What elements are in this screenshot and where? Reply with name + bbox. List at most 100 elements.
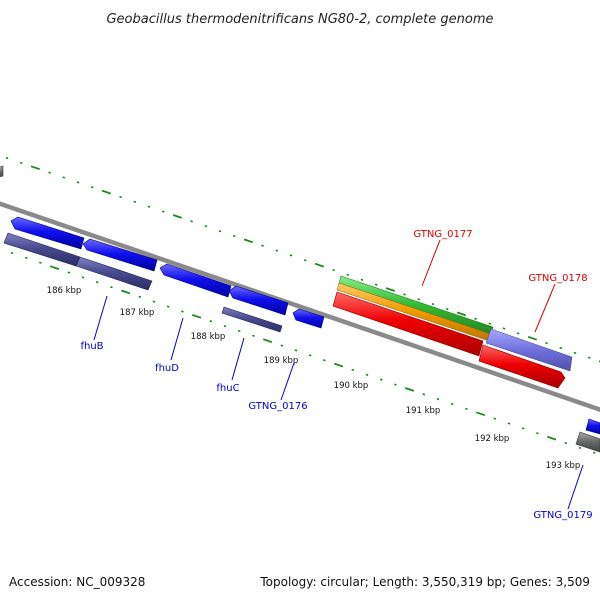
ruler-outer-major-tick xyxy=(30,165,40,171)
gene-feature-blue-4[interactable] xyxy=(228,285,289,316)
gene-label-fhuB[interactable]: fhuB xyxy=(80,341,103,352)
gene-label-fhuD[interactable]: fhuD xyxy=(155,363,179,374)
features-reverse xyxy=(3,232,600,453)
ruler-outer-minor-tick xyxy=(374,283,378,286)
ruler-inner-minor-tick xyxy=(592,451,596,454)
ruler-outer-minor-tick xyxy=(545,341,548,345)
ruler-outer-minor-tick xyxy=(303,259,307,262)
gene-label-GTNG_0178[interactable]: GTNG_0178 xyxy=(528,273,587,284)
ruler-inner-minor-tick xyxy=(308,354,312,357)
gene-feature-blue-1[interactable] xyxy=(10,216,85,250)
ruler-outer-minor-tick xyxy=(147,205,151,208)
ruler-inner-minor-tick xyxy=(450,402,454,406)
gene-labels: fhuB fhuD fhuC GTNG_0176 GTNG_0177 GTNG_… xyxy=(80,229,592,521)
ruler-inner-minor-tick xyxy=(237,329,241,333)
gene-feature-gray-1[interactable] xyxy=(575,431,600,453)
ruler-outer-minor-tick xyxy=(275,249,279,252)
ruler-inner-minor-tick xyxy=(536,432,539,435)
ruler-inner-minor-tick xyxy=(95,281,99,284)
gene-feature-violet[interactable] xyxy=(485,328,573,372)
ruler-inner-minor-tick xyxy=(223,324,227,328)
ruler-outer-minor-tick xyxy=(261,244,264,247)
genome-title: Geobacillus thermodenitrificans NG80-2, … xyxy=(106,12,493,27)
ruler-outer-minor-tick xyxy=(332,268,335,272)
gene-feature-slate-2[interactable] xyxy=(75,256,153,291)
ruler-inner-minor-tick xyxy=(351,368,355,372)
gene-feature-blue-2[interactable] xyxy=(82,238,158,272)
tick-label-190kbp: 190 kbp xyxy=(334,381,369,391)
leader-line-fhuB xyxy=(93,295,108,341)
ruler-outer-minor-tick xyxy=(559,346,563,350)
ruler-inner-major-tick xyxy=(121,289,131,295)
ruler-inner-minor-tick xyxy=(521,427,525,430)
gene-feature-slate-3[interactable] xyxy=(221,306,283,333)
ruler-inner-minor-tick xyxy=(394,383,397,386)
ruler-outer-major-tick xyxy=(243,238,253,244)
ruler-outer-minor-tick xyxy=(360,278,364,281)
genome-backbone xyxy=(0,201,600,412)
gene-feature-blue-5[interactable] xyxy=(292,308,325,329)
gene-feature-upstream-gray[interactable] xyxy=(0,165,4,178)
tick-label-186kbp: 186 kbp xyxy=(47,286,82,296)
ruler-outer-minor-tick xyxy=(5,156,9,160)
ruler-outer-minor-tick xyxy=(62,176,66,179)
ruler-inner-minor-tick xyxy=(166,305,170,308)
gene-label-GTNG_0179[interactable]: GTNG_0179 xyxy=(533,510,592,521)
ruler-inner-minor-tick xyxy=(507,422,511,425)
ruler-inner-minor-tick xyxy=(39,261,42,264)
ruler-outer-minor-tick xyxy=(90,186,94,189)
ruler-outer-major-tick xyxy=(101,189,111,195)
ruler-inner-minor-tick xyxy=(379,378,383,381)
ruler-outer-minor-tick xyxy=(417,298,421,301)
ruler-inner-major-tick xyxy=(334,362,344,368)
leader-line-GTNG_0178 xyxy=(534,283,556,333)
genome-summary-text: Topology: circular; Length: 3,550,319 bp… xyxy=(260,575,590,589)
ruler-inner xyxy=(10,251,596,454)
gene-label-GTNG_0176[interactable]: GTNG_0176 xyxy=(248,401,307,412)
ruler-inner-major-tick xyxy=(476,411,486,417)
tick-label-192kbp: 192 kbp xyxy=(475,434,510,444)
gene-label-GTNG_0177[interactable]: GTNG_0177 xyxy=(413,229,472,240)
tick-label-189kbp: 189 kbp xyxy=(264,356,299,366)
ruler-outer-minor-tick xyxy=(289,254,293,257)
tick-labels: 186 kbp 187 kbp 188 kbp 189 kbp 190 kbp … xyxy=(47,286,581,471)
ruler-outer-major-tick xyxy=(527,335,537,341)
ruler-outer xyxy=(5,156,600,363)
ruler-outer-minor-tick xyxy=(403,293,406,296)
ruler-inner-major-tick xyxy=(50,265,60,270)
leader-line-fhuD xyxy=(170,317,184,361)
gene-label-fhuC[interactable]: fhuC xyxy=(216,383,239,394)
ruler-inner-major-tick xyxy=(547,435,557,441)
ruler-outer-minor-tick xyxy=(431,303,435,306)
ruler-inner-major-tick xyxy=(405,387,415,392)
ruler-inner-minor-tick xyxy=(280,344,284,347)
ruler-outer-major-tick xyxy=(385,287,395,292)
ruler-outer-minor-tick xyxy=(161,210,165,213)
ruler-inner-minor-tick xyxy=(422,393,426,396)
gene-feature-red-1[interactable] xyxy=(332,291,484,357)
ruler-outer-minor-tick xyxy=(48,171,51,174)
ruler-outer-minor-tick xyxy=(587,356,591,359)
tick-label-188kbp: 188 kbp xyxy=(191,332,226,342)
tick-label-193kbp: 193 kbp xyxy=(546,461,581,471)
ruler-outer-minor-tick xyxy=(445,307,449,311)
leader-line-GTNG_0177 xyxy=(421,239,441,287)
ruler-outer-minor-tick xyxy=(516,332,520,335)
ruler-inner-minor-tick xyxy=(138,295,142,298)
leader-line-fhuC xyxy=(231,337,245,381)
gene-feature-blue-6[interactable] xyxy=(585,418,600,435)
ruler-outer-minor-tick xyxy=(502,327,506,330)
ruler-outer-minor-tick xyxy=(488,322,492,325)
leader-lines xyxy=(93,239,584,510)
ruler-outer-minor-tick xyxy=(204,225,208,228)
ruler-outer-minor-tick xyxy=(573,351,577,355)
ruler-inner-minor-tick xyxy=(323,359,326,362)
tick-label-187kbp: 187 kbp xyxy=(120,308,155,318)
gene-feature-red-2[interactable] xyxy=(478,344,566,389)
gene-feature-blue-3[interactable] xyxy=(159,263,232,298)
features-forward xyxy=(0,165,600,435)
ruler-outer-minor-tick xyxy=(218,229,222,233)
ruler-outer-minor-tick xyxy=(346,273,350,277)
ruler-inner-minor-tick xyxy=(436,398,440,401)
